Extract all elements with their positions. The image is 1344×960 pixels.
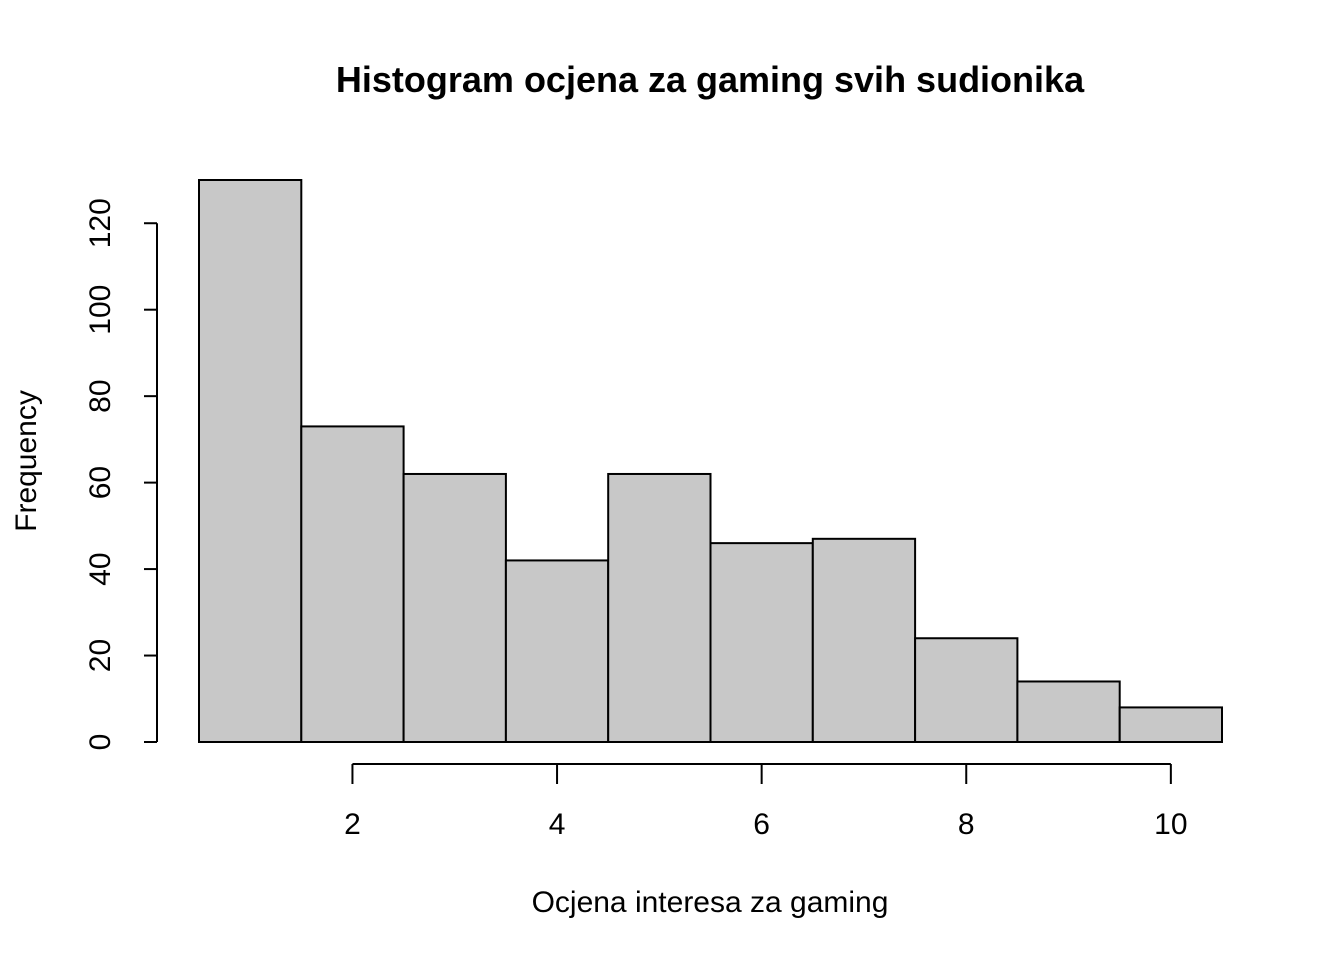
- chart-title: Histogram ocjena za gaming svih sudionik…: [336, 59, 1085, 100]
- x-axis: 2 4 6 8 10: [344, 763, 1188, 841]
- histogram-bar-5: [607, 472, 712, 743]
- histogram-bar-10: [1118, 706, 1223, 744]
- histogram-bar-6: [709, 542, 814, 744]
- y-tick-label-60: 60: [84, 466, 117, 499]
- x-tick-label-6: 6: [753, 808, 770, 841]
- y-axis: 0 20 40 60 80 100 120: [84, 198, 158, 751]
- histogram-bar-7: [811, 537, 917, 743]
- x-axis-label: Ocjena interesa za gaming: [532, 886, 889, 919]
- y-tick-label-0: 0: [84, 734, 117, 751]
- histogram-bar-8: [914, 637, 1019, 743]
- histogram-bar-4: [504, 559, 610, 744]
- y-tick-label-80: 80: [84, 379, 117, 412]
- y-axis-label: Frequency: [10, 390, 43, 532]
- x-tick-label-2: 2: [344, 808, 361, 841]
- histogram-bar-1: [198, 179, 303, 743]
- y-tick-label-100: 100: [84, 285, 117, 335]
- histogram-bar-9: [1016, 680, 1121, 744]
- x-tick-label-10: 10: [1154, 808, 1187, 841]
- y-tick-label-20: 20: [84, 639, 117, 672]
- y-tick-label-40: 40: [84, 552, 117, 585]
- x-tick-label-8: 8: [958, 808, 975, 841]
- histogram-bar-3: [402, 472, 507, 743]
- y-tick-label-120: 120: [84, 198, 117, 248]
- histogram-bar-2: [300, 425, 405, 743]
- x-tick-label-4: 4: [549, 808, 566, 841]
- bars-group: [198, 179, 1223, 744]
